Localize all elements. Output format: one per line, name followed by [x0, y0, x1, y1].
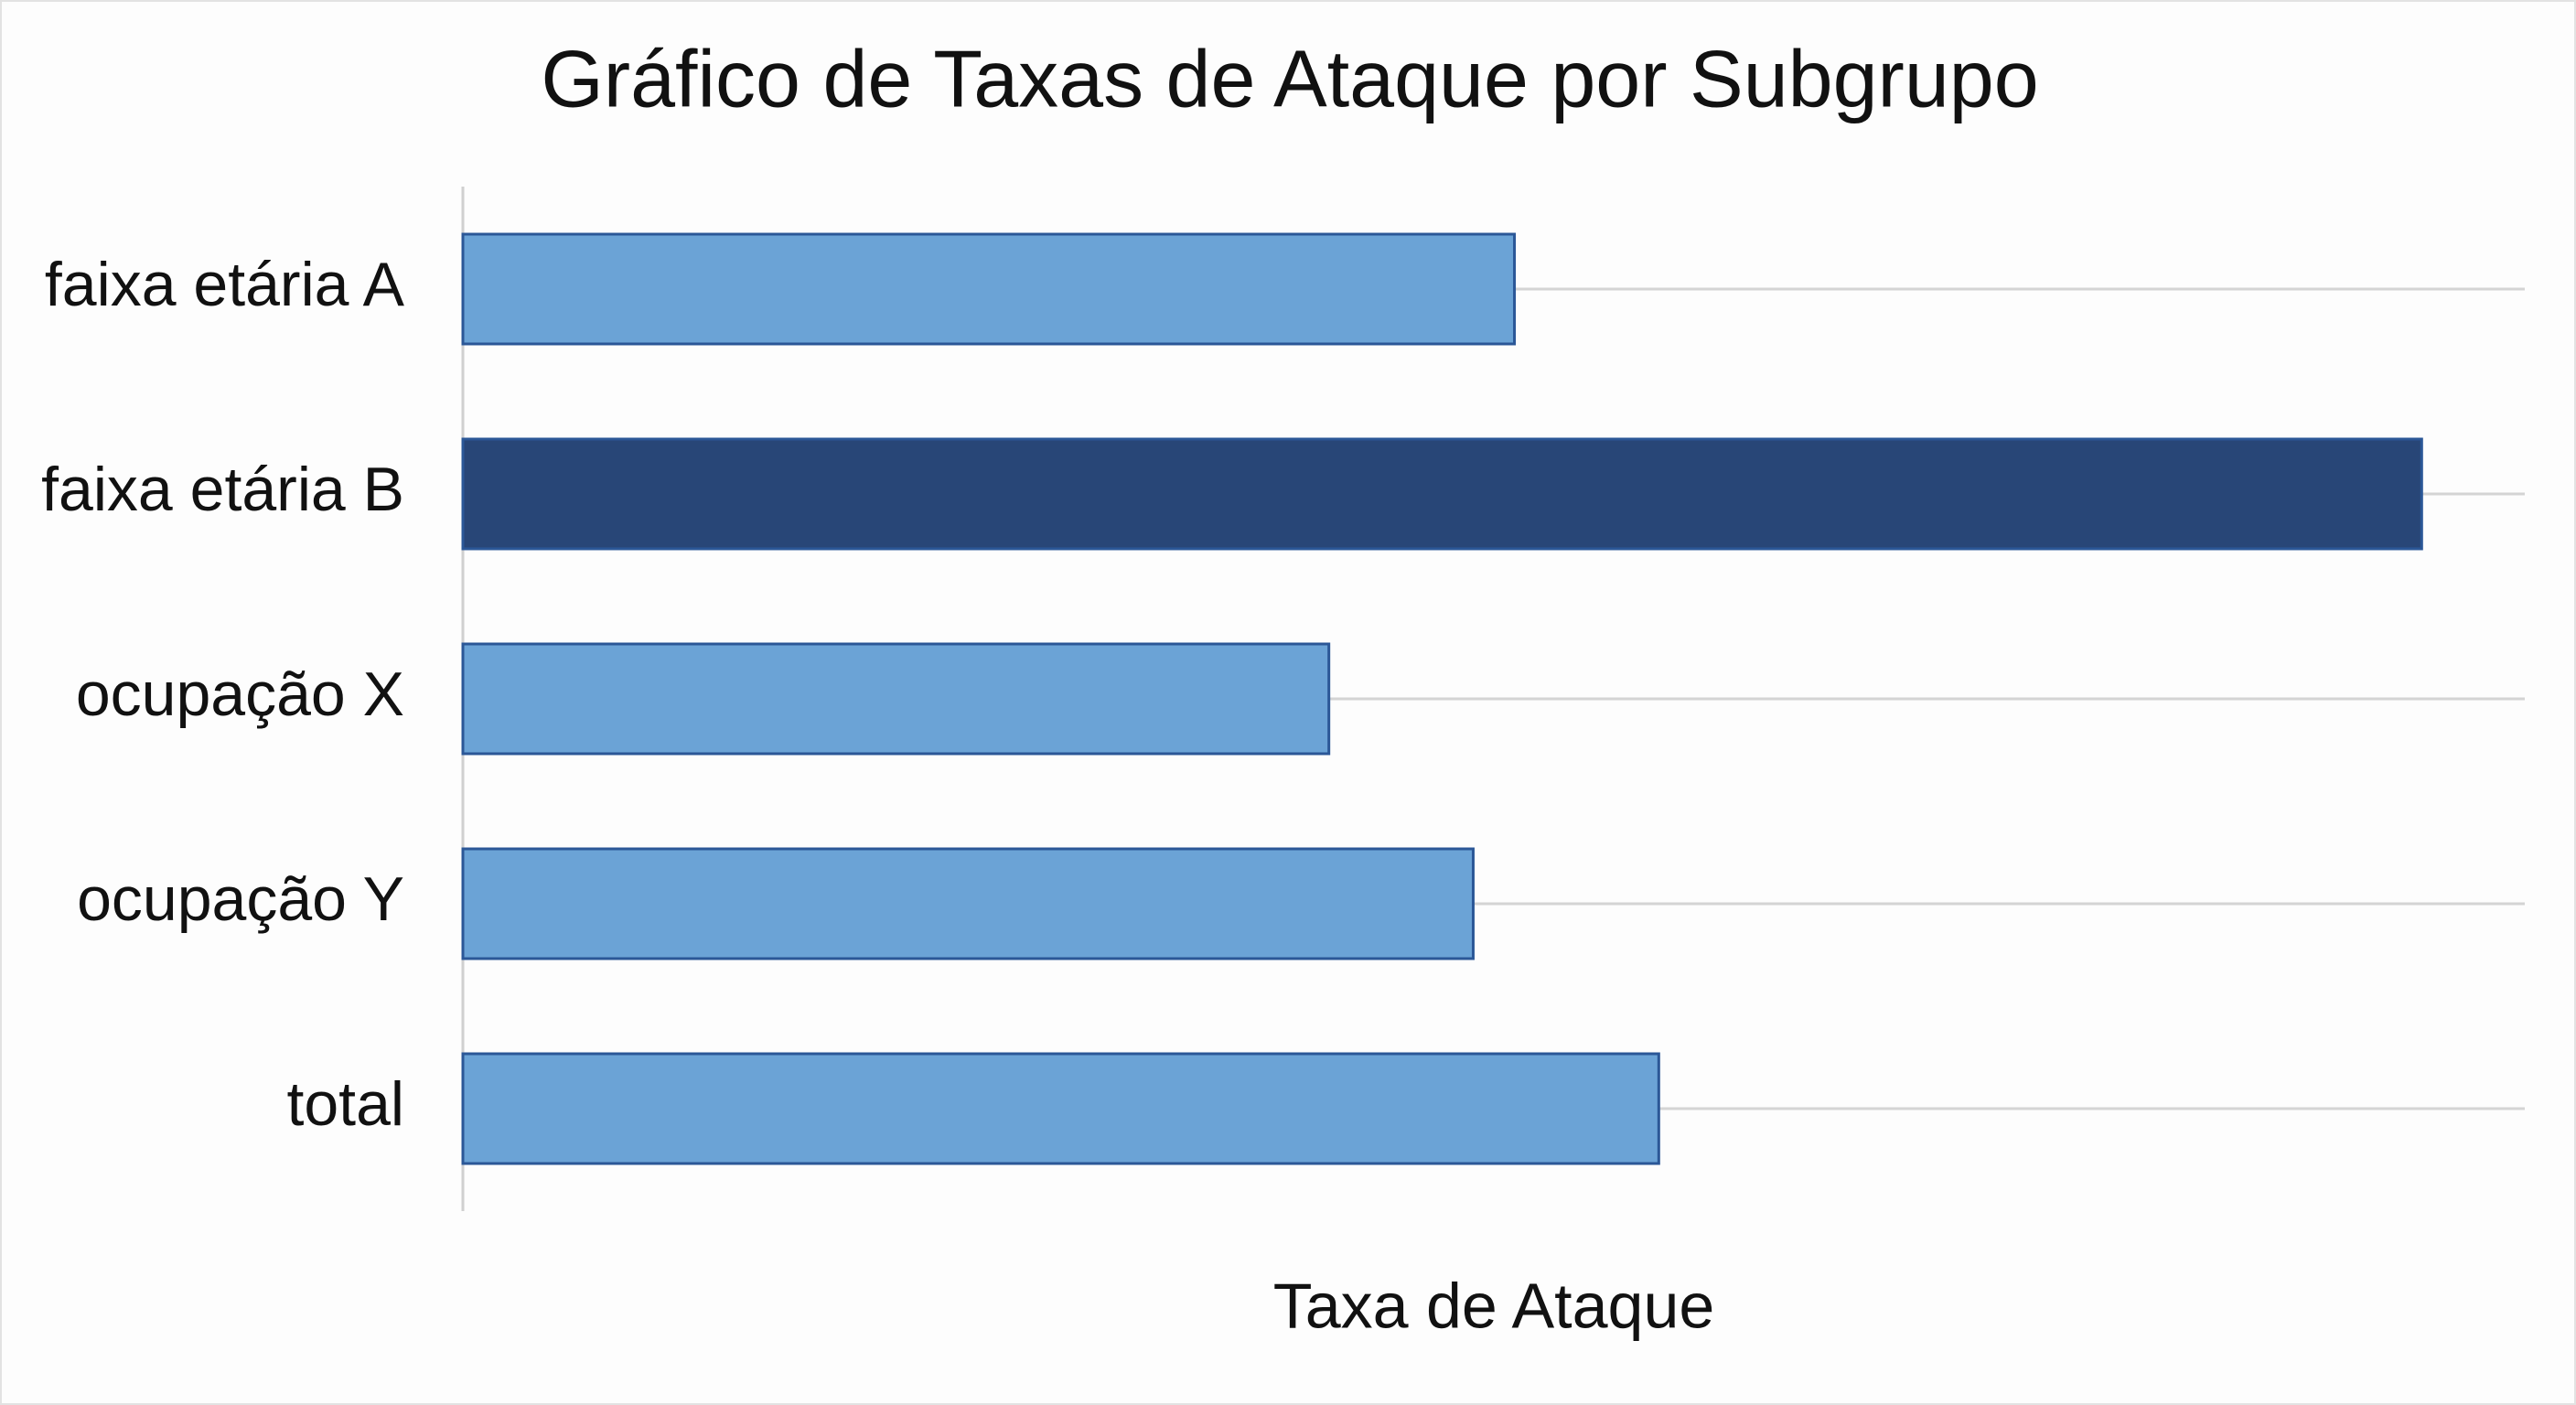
bar	[461, 232, 1517, 346]
y-tick-label: faixa etária A	[45, 250, 405, 319]
y-tick-label: ocupação X	[76, 660, 404, 729]
y-tick-label: faixa etária B	[41, 455, 404, 524]
chart-title: Gráfico de Taxas de Ataque por Subgrupo	[541, 33, 2038, 123]
bar	[461, 847, 1475, 960]
y-tick-label: ocupação Y	[77, 864, 404, 934]
bar	[461, 642, 1331, 756]
x-axis-label: Taxa de Ataque	[1273, 1270, 1715, 1341]
y-tick-label: total	[286, 1069, 404, 1139]
bar	[461, 437, 2423, 551]
bar	[461, 1052, 1660, 1165]
